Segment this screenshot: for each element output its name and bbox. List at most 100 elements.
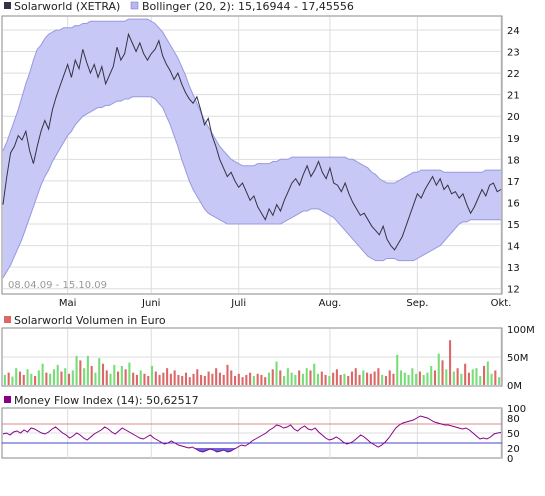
volume-bar — [316, 373, 320, 385]
volume-bar — [498, 377, 501, 385]
volume-bar — [124, 369, 127, 385]
volume-bar — [30, 373, 33, 385]
volume-bar — [158, 374, 161, 385]
volume-bar — [150, 365, 154, 385]
volume-bar — [67, 373, 71, 385]
volume-bar — [83, 368, 86, 385]
volume-bar — [245, 374, 248, 385]
volume-bar — [464, 363, 467, 385]
volume-bar — [358, 374, 361, 385]
x-axis: Mai Juni Juli Aug. Sep. Okt. — [59, 298, 512, 309]
volume-bar — [64, 368, 67, 385]
bollinger-band-area — [3, 19, 501, 278]
x-tick-label: Okt. — [491, 298, 512, 309]
volume-bar — [233, 376, 237, 385]
volume-bar — [241, 377, 244, 385]
volume-bar — [184, 372, 188, 385]
mfi-series-line — [2, 415, 502, 453]
volume-bar — [260, 374, 263, 385]
volume-bar — [200, 374, 203, 385]
volume-bar — [26, 369, 29, 385]
volume-bar — [460, 373, 463, 385]
volume-bar — [222, 374, 225, 385]
volume-bar — [162, 372, 165, 385]
volume-bar — [471, 369, 474, 385]
volume-bar — [113, 364, 116, 385]
price-y-axis: 12 13 14 15 16 17 18 19 20 21 22 23 24 — [507, 26, 520, 296]
volume-bar — [177, 374, 180, 385]
volume-y-tick-label: 0M — [507, 381, 522, 392]
volume-bar — [467, 372, 470, 385]
volume-bar — [490, 373, 493, 385]
volume-panel-legend: Solarworld Volumen in Euro — [4, 314, 166, 327]
volume-bar — [343, 373, 346, 385]
volume-bar — [264, 377, 267, 385]
bollinger-legend-label: Bollinger (20, 2): 15,16944 - 17,45556 — [142, 0, 354, 13]
volume-bar — [426, 372, 429, 385]
volume-bar — [90, 365, 93, 385]
volume-bar — [18, 371, 22, 385]
volume-bar — [313, 363, 316, 385]
volume-bar — [381, 374, 384, 385]
volume-bar — [139, 370, 142, 385]
volume-y-axis: 0M 50M 100M — [507, 325, 535, 392]
bollinger-lower-line — [2, 96, 501, 279]
volume-bar — [347, 376, 350, 385]
volume-bar — [41, 363, 44, 385]
volume-bar — [301, 373, 304, 385]
volume-legend-label: Solarworld Volumen in Euro — [14, 314, 166, 327]
volume-bar — [479, 376, 482, 385]
volume-bar — [34, 376, 37, 385]
volume-bar — [128, 362, 131, 385]
price-y-tick-label: 24 — [507, 26, 520, 37]
volume-bar — [271, 369, 274, 385]
bollinger-legend-swatch — [130, 1, 139, 10]
volume-bar — [339, 374, 342, 385]
price-legend-swatch — [4, 2, 11, 9]
volume-bar — [456, 368, 459, 385]
volume-bar — [294, 374, 297, 385]
volume-bar — [218, 372, 221, 385]
volume-bar — [166, 368, 169, 385]
volume-bar — [169, 373, 172, 385]
volume-bar — [147, 376, 150, 385]
price-series-line — [2, 32, 502, 251]
volume-bar — [350, 371, 354, 385]
price-y-tick-label: 12 — [507, 285, 520, 296]
volume-bar — [486, 361, 489, 385]
price-y-tick-label: 21 — [507, 91, 520, 102]
mfi-legend-label: Money Flow Index (14): 50,62517 — [14, 394, 199, 407]
volume-bar — [60, 371, 63, 385]
volume-bar — [324, 374, 327, 385]
mfi-y-tick-label: 20 — [507, 444, 520, 455]
volume-bar — [433, 370, 437, 385]
price-y-tick-label: 13 — [507, 263, 520, 274]
volume-bar — [283, 376, 286, 385]
mfi-y-tick-label: 0 — [507, 454, 513, 465]
volume-bar — [196, 369, 199, 385]
volume-bar — [275, 361, 278, 385]
price-y-tick-label: 17 — [507, 177, 520, 188]
volume-bar — [230, 370, 233, 385]
volume-bar — [56, 364, 59, 385]
x-tick-label: Juni — [141, 298, 160, 309]
volume-bar — [249, 372, 252, 385]
volume-bar — [117, 371, 120, 385]
volume-bar — [366, 372, 369, 385]
volume-bar — [362, 370, 365, 385]
volume-bar — [290, 372, 293, 385]
volume-bar — [369, 373, 372, 385]
volume-bar — [75, 355, 78, 385]
volume-bar — [252, 376, 255, 385]
x-tick-label: Sep. — [406, 298, 428, 309]
volume-bar — [52, 369, 55, 385]
volume-bar — [373, 371, 376, 385]
date-range-label: 08.04.09 - 15.10.09 — [8, 280, 107, 291]
mfi-legend-swatch — [4, 396, 11, 403]
volume-bar — [418, 371, 421, 385]
volume-bar — [286, 368, 289, 385]
volume-bar — [335, 369, 338, 385]
volume-bar — [188, 377, 191, 385]
price-y-tick-label: 23 — [507, 48, 520, 59]
